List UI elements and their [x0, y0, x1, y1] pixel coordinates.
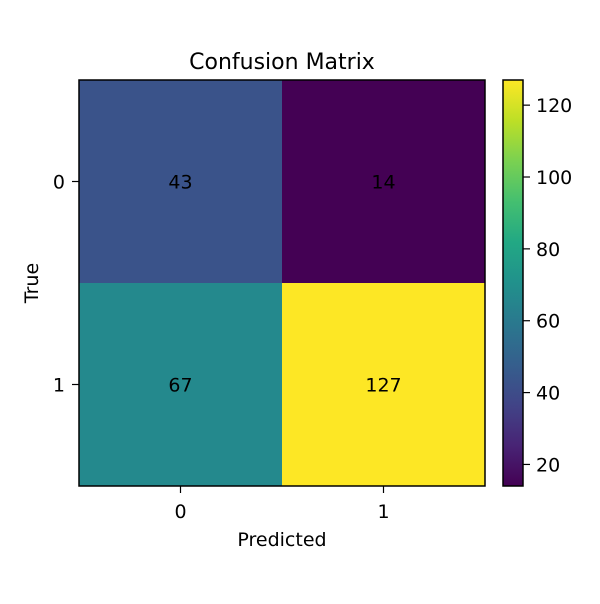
cell-value-label-r1-c1: 127: [365, 375, 401, 397]
x-tick-label: 0: [174, 501, 186, 523]
cell-value-label-r1-c0: 67: [168, 375, 192, 397]
colorbar-tick-label: 80: [536, 239, 560, 261]
heatmap-cell-r1-c1: [282, 283, 486, 487]
y-axis-ticks: 01: [53, 172, 79, 397]
plot-frame: [78, 79, 486, 487]
colorbar-tick-label: 60: [536, 311, 560, 333]
heatmap-cells: [79, 80, 486, 487]
heatmap-cell-r0-c1: [282, 80, 486, 284]
x-tick-label: 1: [377, 501, 389, 523]
y-tick-label: 0: [53, 172, 65, 194]
y-tick-label: 1: [53, 375, 65, 397]
cell-value-label-r0-c1: 14: [371, 172, 395, 194]
heatmap-cell-r1-c0: [79, 283, 283, 487]
x-axis-label: Predicted: [237, 529, 326, 551]
colorbar-tick-label: 100: [536, 167, 572, 189]
colorbar-ticks: 20 40 60 80 100 120: [523, 95, 572, 476]
heatmap-cell-r0-c0: [79, 80, 283, 284]
colorbar-tick-label: 40: [536, 383, 560, 405]
colorbar-tick-label: 120: [536, 95, 572, 117]
chart-title: Confusion Matrix: [189, 50, 375, 75]
cell-value-labels: 43 14 67 127: [168, 172, 401, 397]
colorbar: [502, 79, 524, 487]
colorbar-tick-label: 20: [536, 454, 560, 476]
y-axis-label: True: [21, 263, 43, 304]
cell-value-label-r0-c0: 43: [168, 172, 192, 194]
